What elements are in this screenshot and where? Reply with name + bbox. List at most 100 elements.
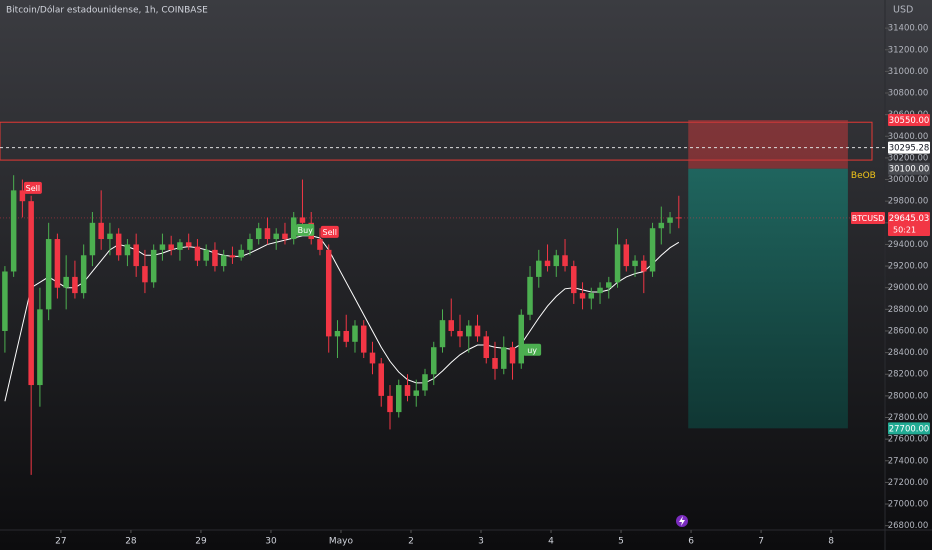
y-tick-label: 27200.00 [888,478,929,488]
stop-zone [688,120,848,169]
icon-bolt[interactable] [679,516,685,526]
candle-body [667,217,673,223]
candle-body [553,255,560,267]
candle-body [483,336,490,359]
candle-body [37,309,43,386]
candle-body [54,239,61,288]
price-tag [888,422,930,435]
x-tick-label: 8 [828,537,834,547]
candle-body [282,233,288,240]
y-tick-label: 28200.00 [888,370,929,380]
candle-body [352,325,358,342]
candle-body [325,249,332,337]
candle-body [492,358,498,369]
candle-body [448,320,455,331]
x-tick-label: 5 [618,537,624,547]
x-tick-label: 2 [408,537,414,547]
annotation: BeOB [851,171,876,181]
candle-body [168,244,174,250]
candle-body [177,242,183,250]
candle-body [658,222,665,229]
candle-body [72,276,78,294]
candle-body [10,190,17,272]
y-tick-label: 30400.00 [888,132,929,142]
x-tick-label: 30 [265,537,277,547]
x-tick-label: 7 [758,537,764,547]
y-tick-label: 29000.00 [888,283,929,293]
candle-body [413,390,419,396]
candle-body [19,190,26,202]
x-tick-label: 29 [195,537,207,547]
y-tick-label: 30800.00 [888,89,929,99]
candle-body [28,201,34,386]
candle-body [255,228,262,240]
candle-body [457,330,463,337]
y-tick-label: 27600.00 [888,435,929,445]
candle-body [422,374,428,391]
symbol-tag [851,211,885,224]
y-tick-label: 29400.00 [888,240,929,250]
target-zone [688,168,848,429]
y-tick-label: 31200.00 [888,45,929,55]
candle-body [387,395,393,413]
signal-label: Sell [26,184,40,193]
signal-label: Sell [323,228,337,237]
candle-body [360,325,367,353]
candle-body [290,217,297,240]
last-price-tag [888,211,930,236]
candle-body [536,260,542,277]
x-tick-label: 4 [548,537,554,547]
y-tick-label: 27400.00 [888,456,929,466]
candle-body [229,255,236,258]
candle-body [527,276,533,315]
candle-body [238,249,244,258]
symbol-label: BTCUSD [852,214,885,223]
candle-body [509,347,516,364]
signal-box [523,343,542,356]
candle-body [571,266,577,294]
candle-body [544,260,551,267]
y-tick-label: 28600.00 [888,326,929,336]
candle-body [606,282,612,288]
y-tick-label: 29800.00 [888,197,929,207]
candle-body [579,293,586,299]
candle-body [194,246,201,261]
countdown: 50:21 [893,225,916,234]
candle-body [220,255,227,267]
candle-body [150,249,157,283]
candle-body [273,233,279,240]
candle-body [98,222,104,240]
candle-body [80,255,87,294]
y-tick-label: 27800.00 [888,413,929,423]
x-tick-label: 6 [688,537,694,547]
candle-body [45,239,52,310]
candle-body [264,228,271,240]
candle-body [597,287,603,294]
candle-body [212,249,218,267]
candle-body [203,249,209,261]
candle-body [623,244,630,267]
candle-body [124,244,131,256]
price-tag-label: 30100.00 [889,165,930,175]
candle-body [474,325,481,337]
candle-body [247,239,253,250]
candle-body [107,233,113,240]
candle-body [317,239,323,250]
zone [0,121,873,161]
y-tick-label: 31000.00 [888,67,929,77]
lightning-icon[interactable] [676,515,688,527]
price-tag-label: 30550.00 [889,116,930,126]
candle-body [378,363,384,396]
candle-body [501,347,507,369]
y-tick-label: 28400.00 [888,348,929,358]
candle-body [430,347,437,375]
chart-title: Bitcoin/Dólar estadounidense, 1h, COINBA… [6,5,208,16]
candle-body [63,276,69,288]
candle-body [369,352,376,364]
candle-body [133,244,139,267]
candle-body [395,385,402,413]
candle-body [89,222,96,256]
candle-body [159,244,166,250]
y-tick-label: 28000.00 [888,391,929,401]
